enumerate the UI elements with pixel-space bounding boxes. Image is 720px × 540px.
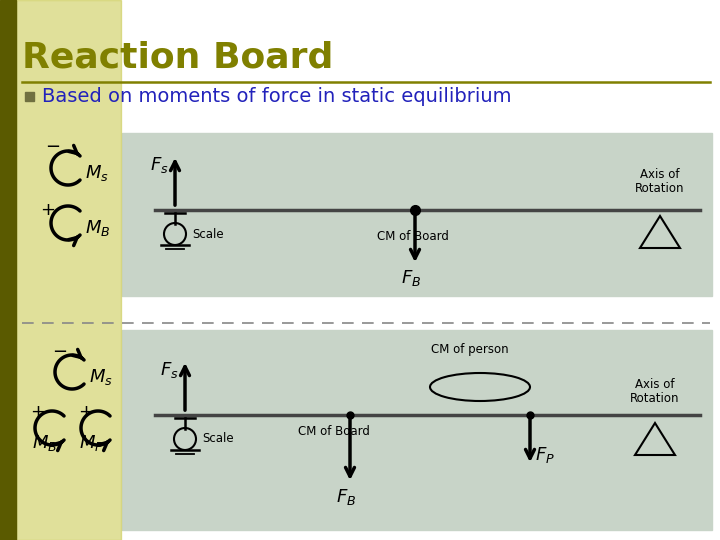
- Bar: [122, 133, 712, 296]
- Bar: [122, 330, 712, 530]
- Text: $M_P$: $M_P$: [79, 433, 104, 453]
- Text: $M_B$: $M_B$: [32, 433, 58, 453]
- Text: $+$: $+$: [40, 201, 55, 219]
- Text: CM of Board: CM of Board: [377, 230, 449, 243]
- Text: $M_B$: $M_B$: [85, 218, 110, 238]
- Text: Rotation: Rotation: [635, 181, 685, 194]
- Text: CM of Board: CM of Board: [298, 425, 370, 438]
- Text: $+$: $+$: [30, 403, 45, 421]
- Text: $M_s$: $M_s$: [85, 163, 109, 183]
- Text: $F_B$: $F_B$: [401, 268, 421, 288]
- Bar: [0, 0, 16, 540]
- Text: $F_P$: $F_P$: [535, 445, 555, 465]
- Text: Based on moments of force in static equilibrium: Based on moments of force in static equi…: [42, 87, 511, 106]
- Text: $M_s$: $M_s$: [89, 367, 113, 387]
- Text: Axis of: Axis of: [640, 168, 680, 181]
- Text: $F_s$: $F_s$: [160, 360, 179, 380]
- Text: CM of person: CM of person: [431, 343, 509, 356]
- Text: Scale: Scale: [192, 227, 224, 240]
- Text: $F_B$: $F_B$: [336, 487, 356, 507]
- Text: Rotation: Rotation: [630, 392, 680, 404]
- Bar: [16, 0, 121, 540]
- Text: Axis of: Axis of: [635, 379, 675, 392]
- Text: Reaction Board: Reaction Board: [22, 41, 333, 75]
- Text: $F_s$: $F_s$: [150, 155, 168, 175]
- Text: $+$: $+$: [78, 403, 93, 421]
- Text: Scale: Scale: [202, 433, 233, 446]
- Bar: [25, 92, 34, 101]
- Text: $-$: $-$: [52, 341, 67, 359]
- Text: $-$: $-$: [45, 136, 60, 154]
